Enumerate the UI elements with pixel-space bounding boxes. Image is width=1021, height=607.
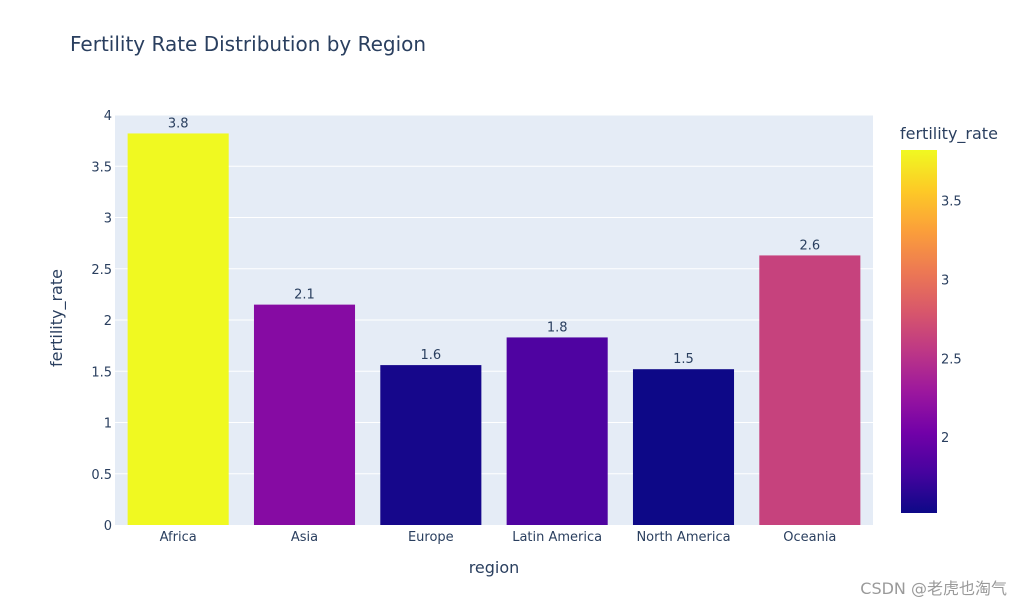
bar-value-label: 3.8 — [168, 116, 189, 131]
colorbar-title: fertility_rate — [900, 124, 998, 144]
colorbar — [901, 150, 937, 513]
bar-value-label: 1.8 — [547, 320, 568, 335]
x-axis-ticks: Africa Asia Europe Latin America North Ameri… — [160, 530, 837, 545]
y-axis-title: fertility_rate — [47, 269, 67, 367]
colorbar-tick-label: 3 — [941, 273, 949, 288]
x-tick-label: Asia — [291, 530, 318, 545]
bar-5[interactable] — [759, 255, 861, 526]
colorbar-ticks: 2 2.5 3 3.5 — [941, 195, 962, 447]
bar-value-label: 2.1 — [294, 288, 315, 303]
bar-0[interactable] — [127, 133, 229, 525]
chart-title: Fertility Rate Distribution by Region — [70, 32, 426, 56]
y-tick-label: 3 — [104, 212, 112, 227]
bars[interactable]: 3.8 2.1 1.6 1.8 1.5 2.6 — [127, 116, 861, 526]
colorbar-tick-label: 2 — [941, 431, 949, 446]
x-tick-label: Oceania — [783, 530, 836, 545]
bar-2[interactable] — [380, 365, 482, 525]
y-tick-label: 2 — [104, 314, 112, 329]
y-tick-label: 3.5 — [91, 160, 112, 175]
x-axis-title: region — [469, 558, 520, 577]
x-tick-label: Latin America — [512, 530, 602, 545]
y-tick-label: 2.5 — [91, 263, 112, 278]
y-tick-label: 0 — [104, 519, 112, 534]
watermark: CSDN @老虎也淘气 — [860, 579, 1007, 598]
x-tick-label: Europe — [408, 530, 454, 545]
bar-3[interactable] — [506, 337, 608, 525]
y-tick-label: 1.5 — [91, 365, 112, 380]
y-tick-label: 4 — [104, 109, 112, 124]
x-tick-label: North America — [636, 530, 730, 545]
colorbar-tick-label: 3.5 — [941, 195, 962, 210]
y-axis-ticks: 0 0.5 1 1.5 2 2.5 3 3.5 4 — [91, 109, 112, 534]
bar-1[interactable] — [253, 304, 356, 525]
bar-4[interactable] — [632, 369, 735, 525]
y-tick-label: 0.5 — [91, 468, 112, 483]
y-tick-label: 1 — [104, 417, 112, 432]
bar-value-label: 1.6 — [420, 348, 441, 363]
bar-value-label: 1.5 — [673, 352, 694, 367]
gridlines — [115, 114, 873, 475]
x-tick-label: Africa — [160, 530, 197, 545]
colorbar-tick-label: 2.5 — [941, 352, 962, 367]
bar-value-label: 2.6 — [799, 238, 820, 253]
